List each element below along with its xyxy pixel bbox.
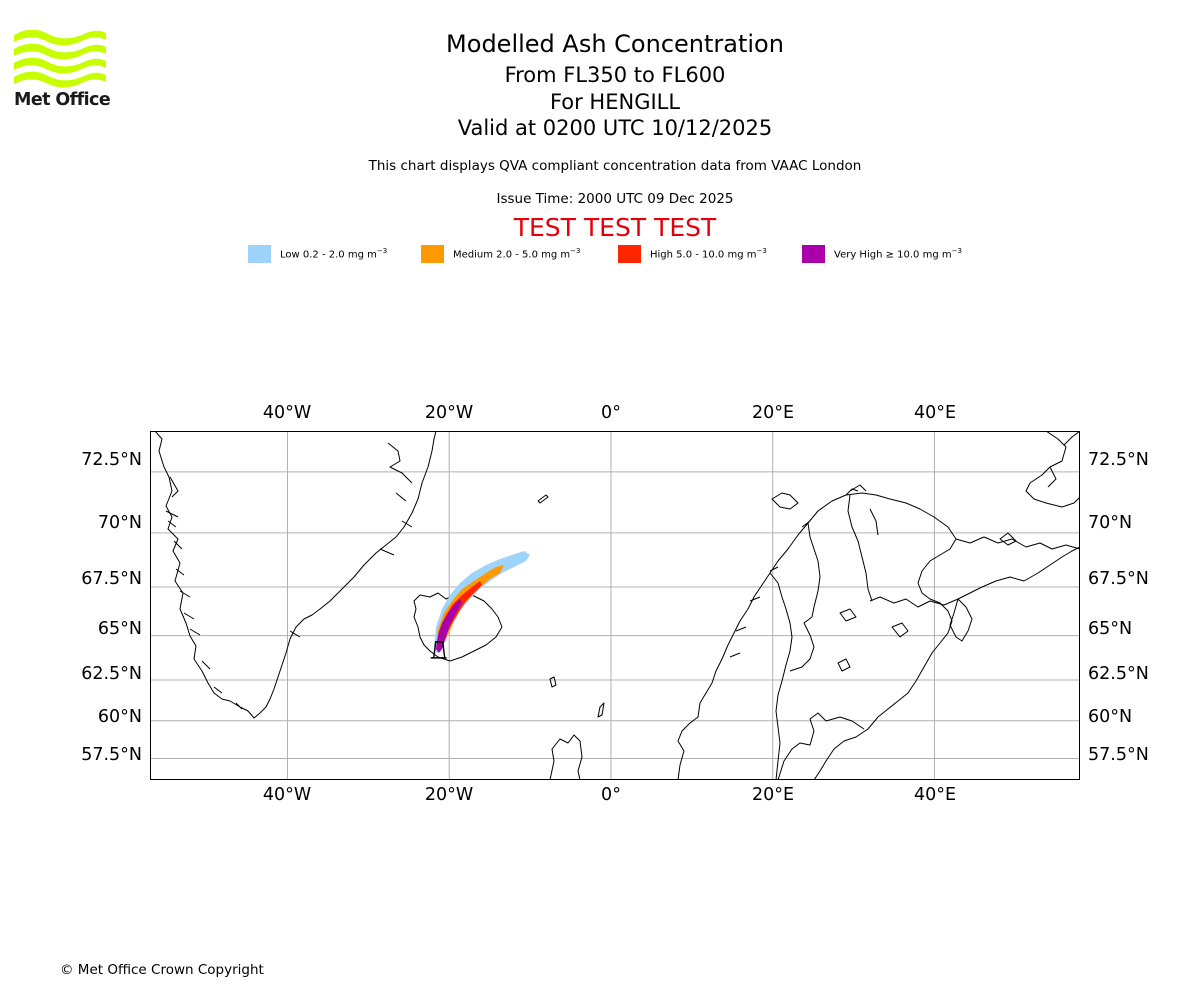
lat-tick-right: 72.5°N — [1088, 450, 1149, 470]
coastline-islands-north — [771, 492, 1017, 546]
lat-tick-right: 70°N — [1088, 513, 1133, 533]
legend-unit-exponent: −3 — [376, 247, 388, 255]
border-norway-russia — [845, 488, 859, 496]
chart-title: Modelled Ash Concentration — [446, 30, 784, 58]
legend-label-very-high: Very High ≥ 10.0 mg m — [834, 249, 952, 261]
lon-tick-top: 20°W — [424, 403, 474, 423]
border-finland-russia — [847, 494, 873, 602]
ash-plume-very-high — [436, 599, 462, 653]
lat-tick-right: 65°N — [1088, 619, 1133, 639]
volcano-source-box — [430, 641, 447, 659]
legend-label-high: High 5.0 - 10.0 mg m — [650, 249, 757, 261]
valid-time: Valid at 0200 UTC 10/12/2025 — [457, 116, 773, 140]
volcano-name: For HENGILL — [549, 90, 681, 114]
legend-swatch-medium — [421, 245, 444, 263]
lat-tick-right: 67.5°N — [1088, 569, 1149, 589]
test-banner: TEST TEST TEST — [513, 213, 717, 242]
legend-unit-exponent: −3 — [570, 247, 581, 255]
lat-tick-left: 70°N — [97, 513, 142, 533]
coastline-scandinavia — [677, 492, 957, 780]
legend-swatch-low — [248, 245, 271, 263]
lon-tick-bottom: 40°E — [913, 785, 957, 805]
met-office-wave-logo-icon — [14, 30, 106, 88]
coastline-jan-mayen — [537, 494, 549, 504]
lat-tick-left: 62.5°N — [81, 664, 142, 684]
lon-tick-bottom: 40°W — [262, 785, 312, 805]
lat-tick-left: 67.5°N — [81, 569, 142, 589]
coastline-novaya-zemlya — [1025, 431, 1080, 508]
volcano-source-marker — [430, 641, 447, 659]
lon-tick-bottom: 20°W — [424, 785, 474, 805]
coastline-greenland — [154, 431, 437, 719]
compliance-note: This chart displays QVA compliant concen… — [368, 158, 862, 174]
coastline-shetland — [597, 702, 605, 718]
legend-label-low: Low 0.2 - 2.0 mg m — [280, 249, 377, 261]
ash-concentration-map — [150, 431, 1080, 780]
copyright: © Met Office Crown Copyright — [60, 962, 264, 978]
lon-tick-top: 40°E — [913, 403, 957, 423]
coastline-greenland-detail — [165, 442, 413, 710]
coastline-scotland — [549, 734, 583, 780]
coastline-scandinavia-detail — [729, 484, 879, 658]
issue-time: Issue Time: 2000 UTC 09 Dec 2025 — [496, 191, 734, 207]
lat-tick-right: 62.5°N — [1088, 664, 1149, 684]
legend-swatch-very-high — [802, 245, 825, 263]
lon-tick-top: 40°W — [262, 403, 312, 423]
ash-plume-low — [434, 551, 530, 653]
coastline-faroe — [549, 676, 557, 688]
border-sweden-finland — [807, 522, 821, 618]
graticule — [150, 431, 1080, 780]
legend-unit-exponent: −3 — [951, 247, 962, 255]
map-frame — [150, 431, 1080, 780]
ash-plume — [434, 551, 530, 653]
lon-tick-top: 0° — [601, 403, 621, 423]
legend-unit-exponent: −3 — [756, 247, 767, 255]
lon-tick-bottom: 0° — [601, 785, 621, 805]
lat-tick-left: 57.5°N — [81, 745, 142, 765]
lon-tick-top: 20°E — [751, 403, 795, 423]
logo-text: Met Office — [14, 90, 111, 110]
legend-swatch-high — [618, 245, 641, 263]
border-norway-sweden — [769, 572, 793, 780]
lon-tick-bottom: 20°E — [751, 785, 795, 805]
lat-tick-left: 60°N — [97, 707, 142, 727]
flight-levels: From FL350 to FL600 — [504, 63, 726, 87]
lat-tick-left: 65°N — [97, 619, 142, 639]
coastline-baltic — [777, 616, 865, 780]
coastline-iceland — [413, 592, 503, 662]
met-office-logo: Met Office — [14, 30, 111, 112]
coastline-russia-arctic — [869, 536, 1080, 642]
legend-label-medium: Medium 2.0 - 5.0 mg m — [453, 249, 571, 261]
coastline-lakes — [837, 608, 909, 672]
lat-tick-right: 57.5°N — [1088, 745, 1149, 765]
coastlines — [154, 431, 1080, 780]
lat-tick-left: 72.5°N — [81, 450, 142, 470]
lat-tick-right: 60°N — [1088, 707, 1133, 727]
